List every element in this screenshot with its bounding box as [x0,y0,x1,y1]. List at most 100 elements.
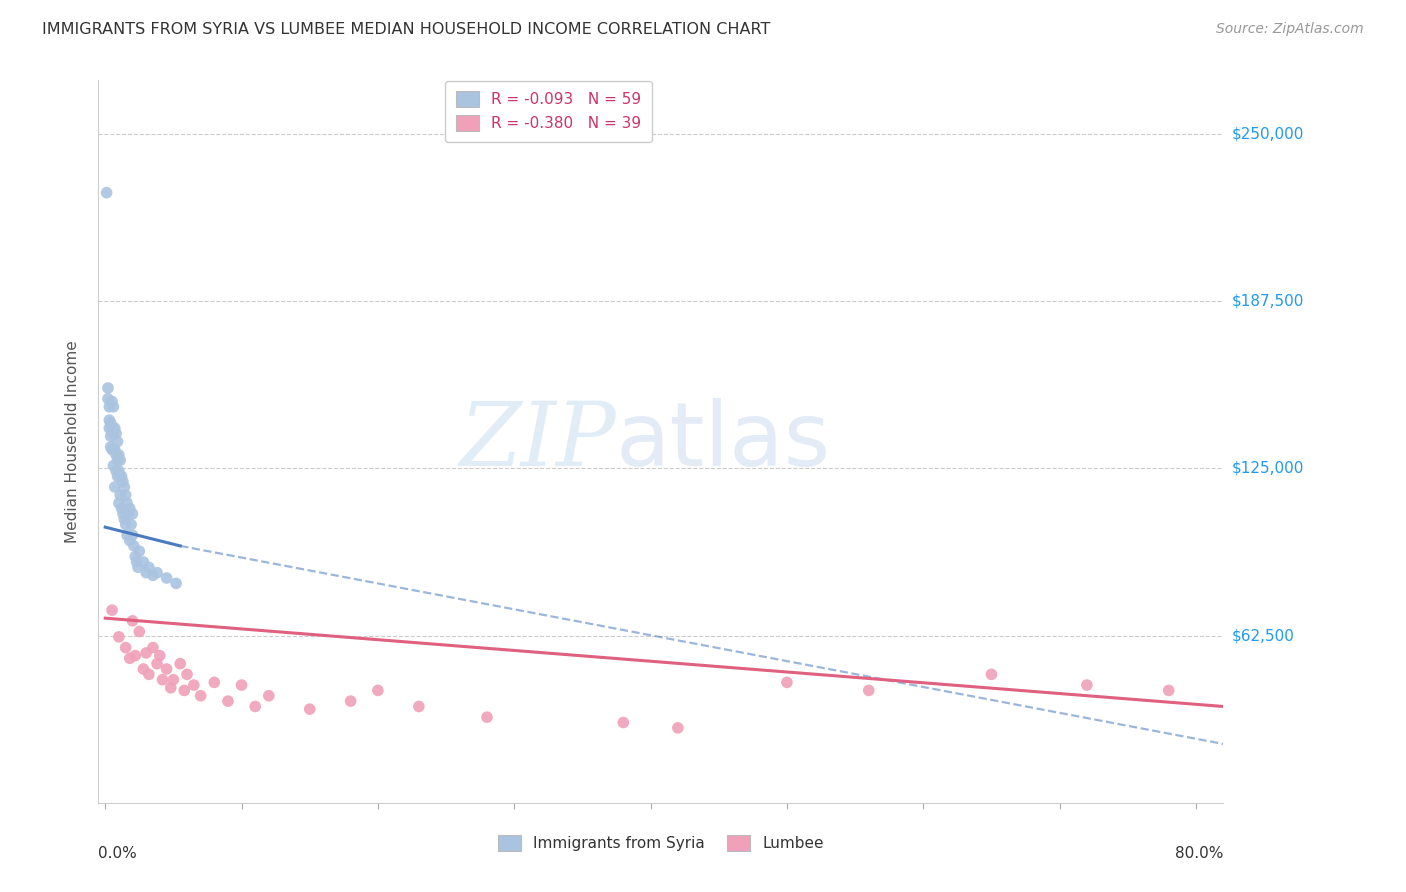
Point [408,699,430,714]
Point [110,469,132,483]
Point [138,560,160,574]
Point [155,662,177,676]
Point [110,453,132,467]
Text: 0.0%: 0.0% [98,847,138,861]
Point [103,426,125,441]
Point [107,434,129,449]
Point [176,667,198,681]
Point [121,507,143,521]
Point [132,555,155,569]
Point [475,710,498,724]
Point [165,576,187,591]
Point [367,683,389,698]
Text: ZIP: ZIP [460,398,616,485]
Point [98,413,121,427]
Point [1157,683,1180,698]
Point [118,501,141,516]
Point [183,678,205,692]
Text: $125,000: $125,000 [1232,461,1303,475]
Point [128,544,150,558]
Point [111,475,134,489]
Point [108,630,131,644]
Point [110,469,132,483]
Point [101,603,124,617]
Text: $250,000: $250,000 [1232,127,1303,141]
Point [108,448,131,462]
Point [98,400,121,414]
Point [105,448,128,462]
Text: 80.0%: 80.0% [1175,847,1223,861]
Point [105,426,128,441]
Point [142,640,165,655]
Point [115,528,138,542]
Point [202,675,225,690]
Point [1076,678,1098,692]
Point [101,442,124,457]
Point [612,715,634,730]
Text: $187,500: $187,500 [1232,293,1303,309]
Point [114,517,136,532]
Text: Source: ZipAtlas.com: Source: ZipAtlas.com [1216,22,1364,37]
Point [118,651,141,665]
Point [245,699,267,714]
Point [115,496,138,510]
Point [152,673,174,687]
Point [138,667,160,681]
Point [127,560,149,574]
Point [135,566,157,580]
Point [858,683,880,698]
Point [104,480,127,494]
Point [117,507,139,521]
Point [155,571,177,585]
Point [112,512,135,526]
Point [132,662,155,676]
Point [149,648,172,663]
Text: IMMIGRANTS FROM SYRIA VS LUMBEE MEDIAN HOUSEHOLD INCOME CORRELATION CHART: IMMIGRANTS FROM SYRIA VS LUMBEE MEDIAN H… [42,22,770,37]
Point [103,400,125,414]
Text: atlas: atlas [616,398,831,485]
Point [110,501,132,516]
Point [104,442,127,457]
Point [125,555,148,569]
Point [97,392,120,406]
Point [112,480,135,494]
Point [105,464,128,478]
Point [118,533,141,548]
Point [108,496,131,510]
Point [121,528,143,542]
Point [124,549,146,564]
Point [114,488,136,502]
Point [146,657,169,671]
Point [124,648,146,663]
Point [120,517,142,532]
Text: $62,500: $62,500 [1232,628,1295,643]
Legend: Immigrants from Syria, Lumbee: Immigrants from Syria, Lumbee [488,826,834,860]
Point [100,416,122,430]
Point [122,539,145,553]
Point [96,186,118,200]
Point [100,429,122,443]
Point [110,488,132,502]
Point [339,694,361,708]
Point [101,394,124,409]
Point [111,507,134,521]
Point [104,421,127,435]
Point [114,640,136,655]
Point [257,689,280,703]
Point [231,678,253,692]
Point [121,614,143,628]
Point [162,673,184,687]
Point [135,646,157,660]
Point [190,689,212,703]
Point [107,469,129,483]
Point [142,568,165,582]
Point [666,721,689,735]
Point [98,421,121,435]
Point [169,657,191,671]
Point [217,694,239,708]
Point [103,458,125,473]
Point [173,683,195,698]
Point [108,464,131,478]
Point [107,453,129,467]
Point [980,667,1002,681]
